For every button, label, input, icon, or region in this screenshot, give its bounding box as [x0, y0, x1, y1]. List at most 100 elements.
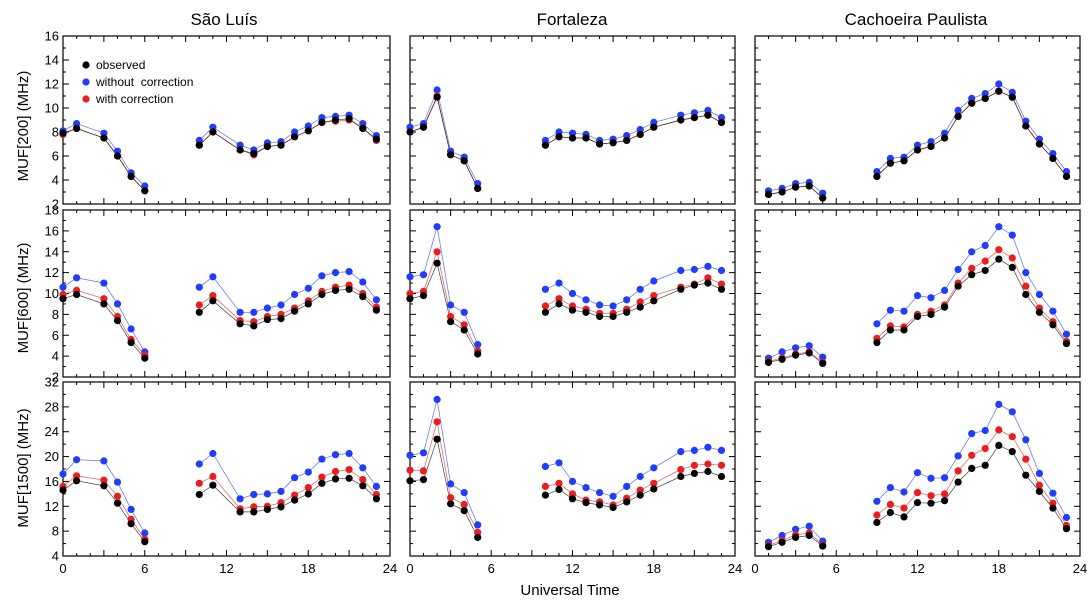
data-point-observed	[304, 300, 312, 308]
data-point-observed	[886, 159, 895, 167]
data-point-without-correction	[304, 284, 312, 292]
data-point-observed	[372, 135, 380, 143]
data-point-observed	[1022, 122, 1030, 130]
data-point-with-correction	[636, 298, 644, 306]
data-point-with-correction	[704, 274, 712, 282]
data-point-observed	[419, 476, 428, 484]
data-point-observed	[636, 130, 644, 138]
data-point-without-correction	[318, 272, 326, 280]
data-point-with-correction	[250, 503, 258, 511]
data-point-observed	[460, 157, 468, 165]
data-point-observed	[1008, 448, 1016, 456]
data-point-without-correction	[873, 320, 881, 328]
data-point-without-correction	[778, 531, 786, 540]
column-titles: São Luís Fortaleza Cachoeira Paulista	[190, 10, 987, 29]
data-point-without-correction	[474, 341, 482, 349]
data-point-with-correction	[447, 494, 455, 502]
data-point-observed	[778, 538, 786, 546]
data-point-without-correction	[318, 455, 326, 463]
legend-label-observed: observed	[96, 58, 145, 72]
data-point-with-correction	[717, 461, 726, 469]
column-title-fortaleza: Fortaleza	[537, 10, 608, 29]
data-point-without-correction	[1062, 513, 1071, 522]
data-point-with-correction	[886, 500, 895, 508]
data-point-without-correction	[359, 278, 367, 286]
data-point-observed	[113, 317, 122, 325]
data-point-observed	[372, 306, 380, 314]
data-point-with-correction	[209, 472, 217, 481]
x-tick-label: 18	[992, 561, 1006, 576]
data-point-with-correction	[555, 295, 563, 303]
data-point-without-correction	[954, 265, 962, 274]
y-tick-label: 18	[45, 203, 59, 218]
data-point-observed	[568, 306, 577, 314]
y-tick-label: 16	[45, 223, 59, 238]
data-point-without-correction	[927, 474, 935, 482]
data-point-without-correction	[195, 460, 203, 468]
x-tick-label: 6	[833, 561, 840, 576]
data-point-without-correction	[1049, 307, 1057, 315]
data-point-observed	[304, 127, 312, 135]
data-point-observed	[568, 134, 577, 142]
data-point-observed	[113, 152, 122, 160]
data-point-observed	[359, 482, 367, 490]
data-point-without-correction	[582, 296, 590, 304]
data-point-observed	[778, 355, 786, 363]
data-point-with-correction	[419, 467, 428, 475]
data-point-with-correction	[650, 292, 658, 300]
data-point-without-correction	[277, 301, 285, 309]
data-point-with-correction	[195, 301, 203, 309]
data-point-observed	[792, 183, 800, 191]
data-point-observed	[792, 533, 800, 542]
series-line-without-correction	[876, 226, 1067, 335]
data-point-without-correction	[250, 308, 258, 316]
y-tick-label: 16	[45, 29, 59, 44]
data-point-observed	[460, 326, 468, 334]
data-point-without-correction	[792, 344, 800, 352]
data-point-observed	[318, 118, 326, 126]
data-point-observed	[1035, 308, 1043, 316]
data-point-without-correction	[113, 478, 122, 486]
data-point-observed	[555, 133, 563, 141]
data-point-without-correction	[331, 451, 340, 459]
y-tick-label: 2	[52, 370, 59, 385]
data-point-with-correction	[717, 280, 726, 288]
data-point-without-correction	[433, 86, 441, 94]
data-point-without-correction	[623, 296, 631, 304]
data-point-observed	[927, 499, 935, 507]
data-point-with-correction	[636, 486, 644, 494]
data-point-observed	[690, 469, 699, 477]
data-point-without-correction	[886, 484, 895, 492]
data-point-observed	[433, 93, 441, 101]
data-point-observed	[1049, 504, 1057, 512]
data-point-observed	[582, 308, 590, 316]
data-point-observed	[764, 358, 773, 366]
data-point-observed	[447, 500, 455, 508]
series-line-observed	[409, 96, 479, 189]
data-point-without-correction	[596, 301, 604, 309]
data-point-observed	[1049, 321, 1057, 329]
panel-frame	[62, 381, 391, 557]
data-point-with-correction	[1035, 481, 1043, 489]
data-point-observed	[873, 518, 881, 527]
data-point-without-correction	[1049, 489, 1057, 497]
data-point-without-correction	[1062, 330, 1071, 338]
data-point-observed	[995, 255, 1003, 263]
panel-frame	[62, 209, 391, 378]
data-point-without-correction	[690, 265, 699, 274]
data-point-without-correction	[304, 468, 312, 476]
data-point-with-correction	[913, 489, 922, 497]
data-point-with-correction	[113, 492, 122, 500]
data-point-observed	[609, 312, 617, 321]
data-point-observed	[263, 316, 271, 324]
data-point-without-correction	[100, 279, 108, 287]
data-point-with-correction	[318, 473, 326, 481]
data-point-observed	[250, 150, 258, 158]
data-point-without-correction	[447, 480, 455, 488]
x-tick-label: 12	[910, 561, 924, 576]
data-point-with-correction	[555, 479, 563, 487]
data-point-without-correction	[331, 269, 340, 277]
data-point-observed	[359, 293, 367, 301]
data-point-without-correction	[704, 443, 712, 451]
data-point-without-correction	[372, 296, 380, 304]
